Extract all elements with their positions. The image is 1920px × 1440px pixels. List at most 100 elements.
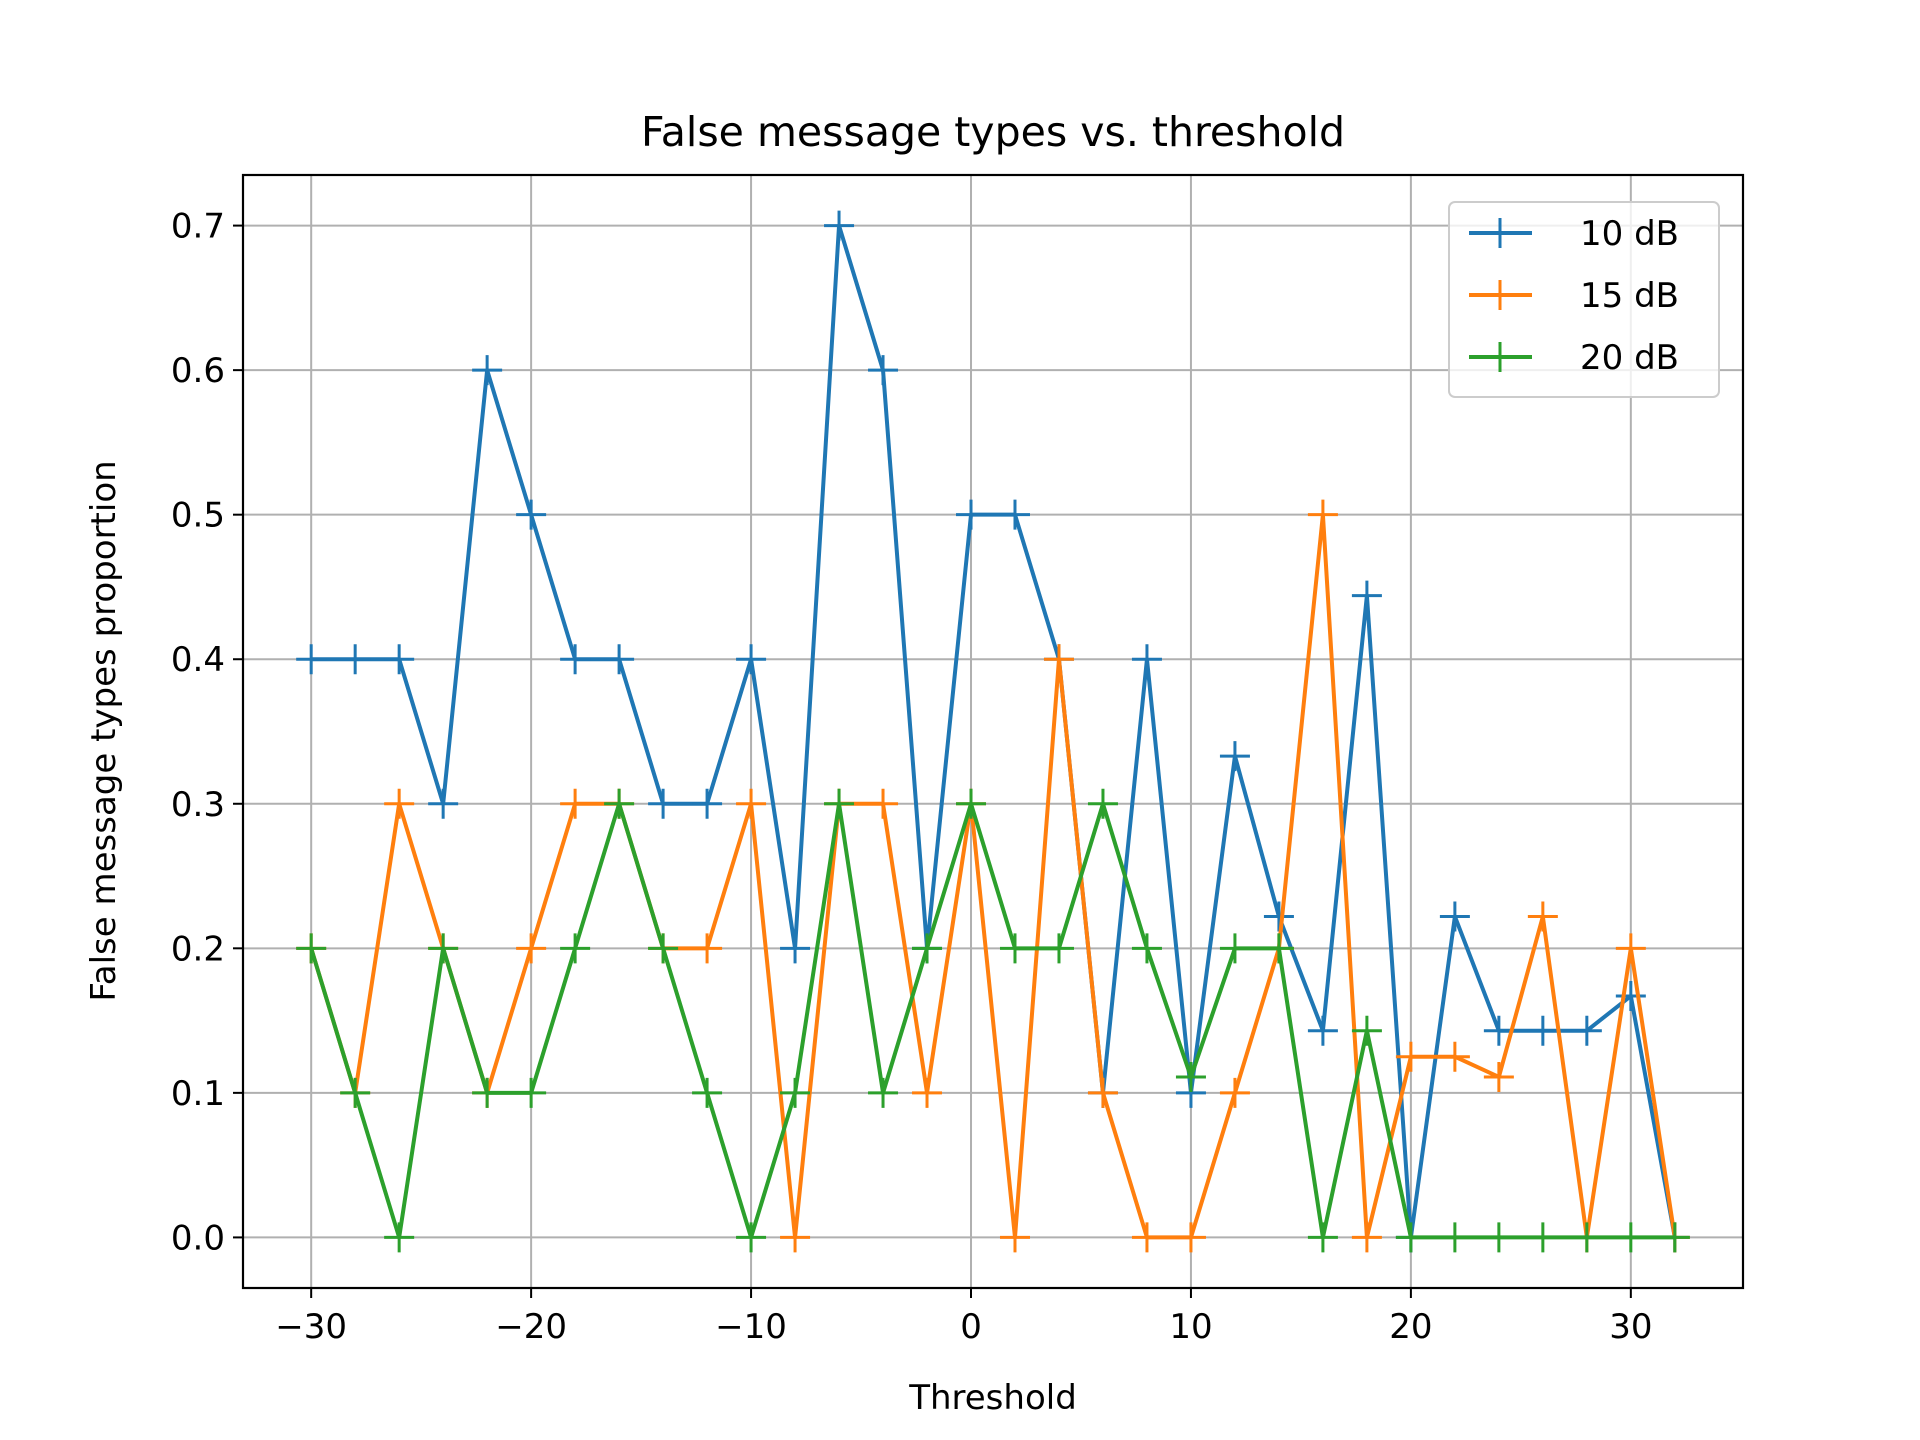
data-point-20db [780, 1077, 811, 1108]
y-axis-title: False message types proportion [84, 460, 124, 1001]
legend-marker-20db [1485, 342, 1515, 372]
data-point-10db [296, 644, 327, 675]
legend-entry-10db: 10 dB [1469, 214, 1679, 254]
data-point-20db [1219, 933, 1250, 964]
data-point-15db [1219, 1077, 1250, 1108]
data-point-20db [1131, 933, 1162, 964]
data-point-10db [472, 355, 503, 386]
data-point-15db [912, 1077, 943, 1108]
data-point-20db [340, 1077, 371, 1108]
data-point-20db [736, 1222, 767, 1253]
data-point-20db [472, 1077, 503, 1108]
data-point-10db [1131, 644, 1162, 675]
data-point-10db [560, 644, 591, 675]
data-point-20db [428, 933, 459, 964]
data-point-15db [384, 788, 415, 819]
data-point-10db [1527, 1015, 1558, 1046]
data-point-20db [1483, 1222, 1514, 1253]
x-tick-label: 30 [1609, 1307, 1652, 1347]
data-point-15db [999, 1222, 1030, 1253]
data-point-20db [1571, 1222, 1602, 1253]
data-point-15db [1175, 1222, 1206, 1253]
data-point-20db [1351, 1015, 1382, 1046]
data-point-15db [868, 788, 899, 819]
data-point-10db [956, 499, 987, 530]
data-point-15db [736, 788, 767, 819]
data-point-15db [692, 933, 723, 964]
data-point-10db [384, 644, 415, 675]
data-point-10db [780, 933, 811, 964]
data-point-20db [1307, 1222, 1338, 1253]
data-point-10db [1571, 1015, 1602, 1046]
data-point-20db [999, 933, 1030, 964]
data-point-15db [1439, 1041, 1470, 1072]
plot-frame [241, 173, 1745, 1290]
data-point-20db [1087, 788, 1118, 819]
x-tick-label: 10 [1169, 1307, 1212, 1347]
y-tick-label: 0.0 [171, 1218, 225, 1258]
data-point-10db [824, 210, 855, 241]
data-point-15db [1351, 1222, 1382, 1253]
y-axis: 0.0 0.1 0.2 0.3 0.4 0.5 0.6 0.7 [171, 207, 243, 1258]
data-point-10db [1483, 1015, 1514, 1046]
series-20db [296, 788, 1690, 1253]
legend-marker-10db [1485, 218, 1515, 248]
data-point-20db [692, 1077, 723, 1108]
legend-marker-15db [1485, 280, 1515, 310]
data-point-20db [1659, 1222, 1690, 1253]
data-point-15db [1395, 1041, 1426, 1072]
data-point-10db [1351, 580, 1382, 611]
legend: 10 dB 15 dB 20 dB [1448, 201, 1720, 398]
data-point-20db [296, 933, 327, 964]
data-point-15db [560, 788, 591, 819]
data-point-20db [1395, 1222, 1426, 1253]
data-point-15db [1043, 644, 1074, 675]
legend-label-15db: 15 dB [1580, 276, 1679, 316]
legend-entry-20db: 20 dB [1469, 338, 1679, 378]
data-point-20db [912, 933, 943, 964]
x-tick-label: −20 [495, 1307, 567, 1347]
data-point-20db [384, 1222, 415, 1253]
data-point-20db [1615, 1222, 1646, 1253]
data-point-20db [1043, 933, 1074, 964]
chart-title: False message types vs. threshold [641, 108, 1345, 156]
data-point-10db [604, 644, 635, 675]
data-point-10db [1219, 741, 1250, 772]
legend-box [1448, 201, 1720, 398]
legend-label-20db: 20 dB [1580, 338, 1679, 378]
data-point-20db [1263, 933, 1294, 964]
data-point-15db [1615, 933, 1646, 964]
y-tick-label: 0.3 [171, 785, 225, 825]
series-15db [296, 499, 1690, 1253]
legend-label-10db: 10 dB [1580, 214, 1679, 254]
data-point-10db [999, 499, 1030, 530]
data-point-20db [516, 1077, 547, 1108]
data-point-10db [340, 644, 371, 675]
data-point-10db [1615, 981, 1646, 1012]
data-point-15db [1087, 1077, 1118, 1108]
data-point-10db [1263, 901, 1294, 932]
data-point-10db [736, 644, 767, 675]
y-tick-label: 0.1 [171, 1074, 225, 1114]
x-axis: −30 −20 −10 0 10 20 30 [275, 1288, 1652, 1347]
x-tick-label: 0 [960, 1307, 982, 1347]
x-tick-label: 20 [1389, 1307, 1432, 1347]
data-point-15db [780, 1222, 811, 1253]
data-point-15db [1527, 901, 1558, 932]
x-tick-label: −10 [715, 1307, 787, 1347]
y-tick-label: 0.2 [171, 929, 225, 969]
data-point-20db [824, 788, 855, 819]
data-point-20db [1175, 1061, 1206, 1092]
data-point-10db [692, 788, 723, 819]
data-point-20db [868, 1077, 899, 1108]
y-tick-label: 0.5 [171, 496, 225, 536]
y-tick-label: 0.4 [171, 640, 225, 680]
data-point-20db [956, 788, 987, 819]
x-tick-label: −30 [275, 1307, 347, 1347]
data-point-10db [1439, 901, 1470, 932]
data-point-15db [1131, 1222, 1162, 1253]
data-point-10db [868, 355, 899, 386]
y-tick-label: 0.6 [171, 351, 225, 391]
data-point-10db [516, 499, 547, 530]
